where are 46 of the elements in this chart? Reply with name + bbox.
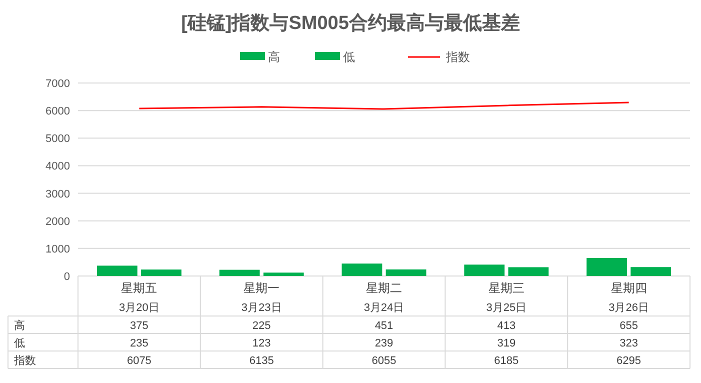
data-label: 6295 [616, 355, 642, 367]
x-tick-label: 星期二 3月24日 [364, 281, 404, 314]
y-tick-label: 4000 [46, 160, 70, 173]
y-tick-label: 0 [64, 271, 70, 283]
data-label: 6185 [494, 355, 519, 367]
x-tick-label: 星期一 3月23日 [241, 281, 282, 314]
chart-title: [硅锰]指数与SM005合约最高与最低基差 [181, 12, 520, 34]
bar [630, 267, 672, 276]
data-label: 239 [374, 338, 394, 350]
data-label: 6135 [249, 355, 274, 367]
bar [342, 264, 382, 276]
y-tick-label: 2000 [46, 216, 70, 228]
y-tick-label: 1000 [46, 243, 70, 256]
y-tick-label: 6000 [46, 106, 70, 118]
bar [586, 258, 627, 276]
y-tick-label: 5000 [46, 133, 70, 146]
data-label: 413 [497, 320, 516, 332]
data-label: 6055 [372, 355, 396, 367]
data-label: 451 [374, 320, 394, 332]
data-label: 235 [130, 338, 148, 350]
x-tick-label: 星期五 3月20日 [119, 281, 160, 314]
data-label: 225 [252, 320, 271, 332]
bar [263, 272, 304, 276]
data-label: 6075 [126, 355, 152, 367]
data-label: 319 [497, 338, 516, 350]
bar [219, 270, 260, 276]
bar [464, 264, 505, 276]
x-tick-label: 星期三 3月25日 [486, 281, 527, 314]
line-series [138, 102, 630, 110]
bar [386, 269, 426, 276]
data-label: 375 [130, 320, 148, 332]
text: 高 [14, 320, 25, 332]
data-label: 323 [620, 338, 638, 350]
bar [508, 267, 549, 276]
data-label: 123 [252, 338, 271, 350]
y-tick-label: 3000 [46, 188, 70, 200]
x-tick-label: 星期四 3月26日 [608, 281, 649, 314]
data-label: 655 [620, 320, 638, 332]
legend-label: 低 [343, 50, 355, 64]
text: 低 [14, 338, 25, 350]
text: 指数 [14, 355, 36, 367]
bar [141, 270, 182, 276]
bar [96, 266, 138, 276]
legend-label: 高 [268, 50, 280, 64]
legend-label: 指数 [445, 50, 470, 64]
y-tick-label: 7000 [46, 78, 70, 90]
